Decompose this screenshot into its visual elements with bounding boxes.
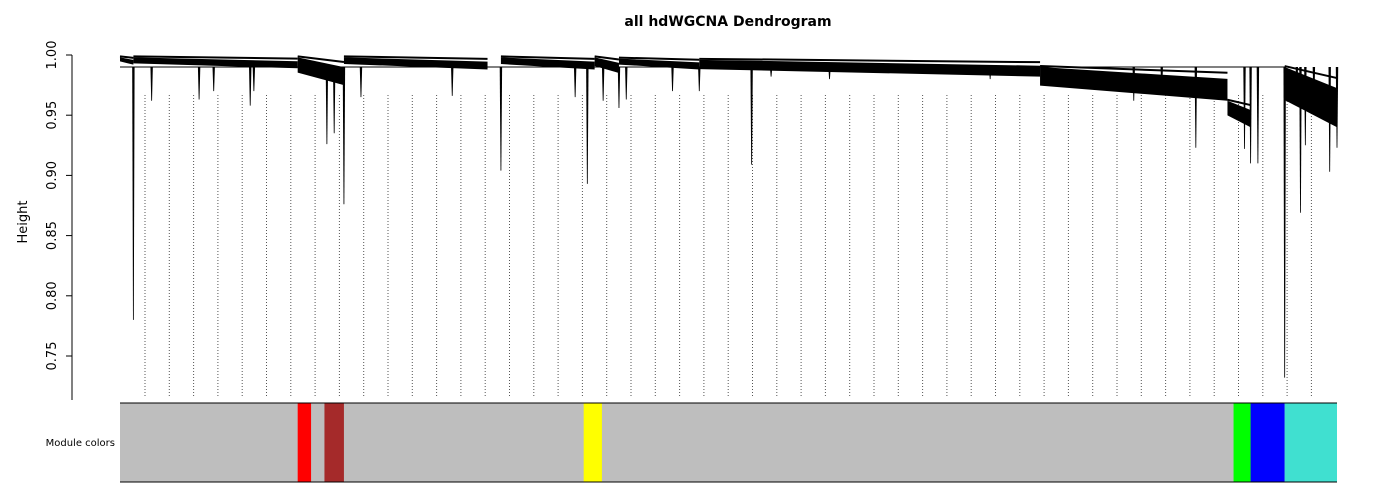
leaf-spike bbox=[249, 67, 252, 106]
branch-top-edge bbox=[594, 55, 620, 61]
leaf-spike bbox=[1283, 67, 1286, 378]
leaf-spike bbox=[601, 67, 605, 101]
leaf-spike bbox=[1328, 67, 1331, 172]
leaf-spike bbox=[451, 67, 454, 96]
branch-top-edge bbox=[699, 57, 1041, 64]
leaf-spike bbox=[1249, 67, 1252, 164]
leaf-spike bbox=[359, 67, 363, 98]
leaf-spike bbox=[1299, 67, 1302, 213]
module-green-segment bbox=[1233, 403, 1251, 482]
module-yellow-segment bbox=[583, 403, 602, 482]
branch-top-edge bbox=[1284, 65, 1338, 80]
leaf-spike bbox=[573, 67, 577, 98]
leaf-spike bbox=[212, 67, 215, 92]
leaf-spike bbox=[252, 67, 256, 92]
y-tick-label: 0.85 bbox=[45, 221, 60, 250]
module-blue-segment bbox=[1250, 403, 1285, 482]
dendrogram-branch bbox=[699, 59, 1041, 77]
chart-title: all hdWGCNA Dendrogram bbox=[624, 14, 831, 30]
dendrogram-guide-lines bbox=[144, 95, 1312, 398]
module-brown-segment bbox=[324, 403, 344, 482]
dendrogram-branch bbox=[618, 58, 700, 70]
module-turquoise-segment bbox=[1284, 403, 1337, 482]
branch-top-edge bbox=[618, 56, 700, 61]
leaf-spike bbox=[1243, 67, 1246, 149]
leaf-spike bbox=[988, 67, 992, 80]
y-tick-label: 0.95 bbox=[45, 101, 60, 130]
module-red-segment bbox=[297, 403, 312, 482]
leaf-spike bbox=[132, 67, 135, 320]
leaf-spike bbox=[1160, 67, 1163, 92]
leaf-spike bbox=[1335, 67, 1339, 148]
leaf-spike bbox=[332, 67, 336, 134]
leaf-spike bbox=[1256, 67, 1260, 164]
dendrogram-branches bbox=[119, 55, 1338, 128]
leaf-spike bbox=[750, 67, 753, 165]
leaf-spike bbox=[197, 67, 201, 100]
leaf-spike bbox=[671, 67, 674, 92]
dendrogram-leaf-spikes bbox=[132, 67, 1339, 378]
leaf-spike bbox=[769, 67, 773, 77]
dendrogram-branch bbox=[594, 57, 619, 74]
branch-top-edge bbox=[119, 55, 134, 59]
dendrogram-branch bbox=[500, 57, 595, 70]
dendrogram-branch bbox=[1284, 67, 1337, 128]
branch-top-edge bbox=[133, 55, 298, 60]
leaf-spike bbox=[828, 67, 831, 80]
leaf-spike bbox=[1304, 67, 1307, 146]
leaf-spike bbox=[586, 67, 589, 184]
leaf-spike bbox=[325, 67, 329, 145]
y-tick-label: 0.80 bbox=[45, 281, 60, 310]
leaf-spike bbox=[1295, 67, 1299, 92]
branch-top-edge bbox=[1227, 98, 1251, 107]
leaf-spike bbox=[150, 67, 153, 101]
y-axis: 1.00 0.95 0.90 0.85 0.80 0.75 bbox=[45, 41, 73, 400]
module-colors-label: Module colors bbox=[46, 438, 115, 449]
y-tick-label: 1.00 bbox=[45, 41, 60, 70]
leaf-spike bbox=[1194, 67, 1198, 148]
y-tick-label: 0.75 bbox=[45, 342, 60, 371]
dendrogram-branch bbox=[297, 57, 344, 86]
leaf-spike bbox=[617, 67, 621, 108]
leaf-spike bbox=[342, 67, 346, 205]
leaf-spike bbox=[1132, 67, 1135, 101]
module-grey-segment bbox=[120, 403, 1337, 482]
y-tick-label: 0.90 bbox=[45, 161, 60, 190]
leaf-spike bbox=[1312, 67, 1316, 104]
dendrogram-branch bbox=[133, 57, 298, 69]
module-colors-bar bbox=[120, 402, 1337, 483]
leaf-spike bbox=[625, 67, 628, 100]
dendrogram-branch bbox=[343, 57, 488, 70]
branch-top-edge bbox=[297, 55, 345, 63]
y-axis-label: Height bbox=[16, 201, 31, 244]
leaf-spike bbox=[499, 67, 503, 171]
dendrogram-branch bbox=[120, 57, 134, 65]
branch-top-edge bbox=[343, 55, 488, 60]
branch-top-edge bbox=[500, 55, 595, 60]
leaf-spike bbox=[698, 67, 701, 92]
